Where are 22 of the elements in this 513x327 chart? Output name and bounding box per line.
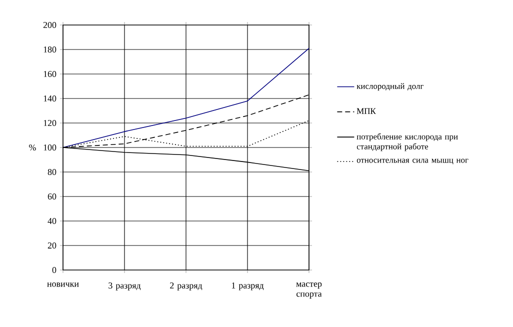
y-tick-label: 120: [44, 120, 56, 126]
line-series: [62, 48, 310, 148]
legend-label: МПК: [356, 108, 376, 114]
y-tick-label: 60: [48, 193, 56, 200]
y-tick-label: 20: [48, 242, 56, 249]
x-tick-label: 2 разряд: [170, 282, 202, 290]
x-tick-label: 3 разряд: [108, 282, 141, 290]
y-axis-title: %: [29, 144, 36, 151]
x-tick-label: 1 разряд: [232, 282, 264, 290]
y-tick-label: 0: [52, 266, 56, 274]
y-tick-label: 200: [43, 22, 56, 28]
y-tick-label: 140: [44, 95, 56, 102]
y-tick-label: 80: [48, 168, 56, 176]
x-tick-label: мастер спорта: [296, 282, 322, 299]
legend-label: кислородный долг: [356, 83, 424, 91]
y-tick-label: 160: [44, 70, 56, 78]
y-tick-label: 180: [44, 46, 56, 53]
legend-label: относительная сила мышц ног: [356, 158, 468, 164]
legend-label: потребление кислорода при стандартной работе: [356, 133, 458, 152]
y-tick-label: 40: [48, 218, 56, 224]
x-tick-label: новички: [47, 282, 79, 287]
y-tick-label: 100: [44, 144, 56, 151]
